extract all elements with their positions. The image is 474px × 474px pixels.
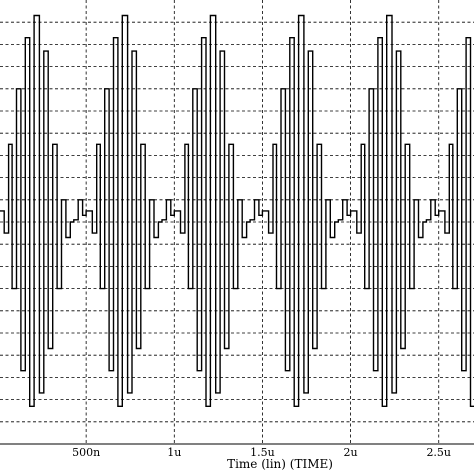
x-axis-title: Time (lin) (TIME) (227, 457, 333, 471)
x-tick-labels: 500n 1u 1.5u 2u 2.5u (72, 446, 451, 459)
x-tick-label: 2u (344, 446, 358, 459)
x-tick-label: 2.5u (426, 446, 451, 459)
x-tick-label: 500n (72, 446, 100, 459)
waveform-series (0, 14, 474, 407)
x-tick-label: 1u (167, 446, 181, 459)
x-tick-label: 1.5u (250, 446, 275, 459)
